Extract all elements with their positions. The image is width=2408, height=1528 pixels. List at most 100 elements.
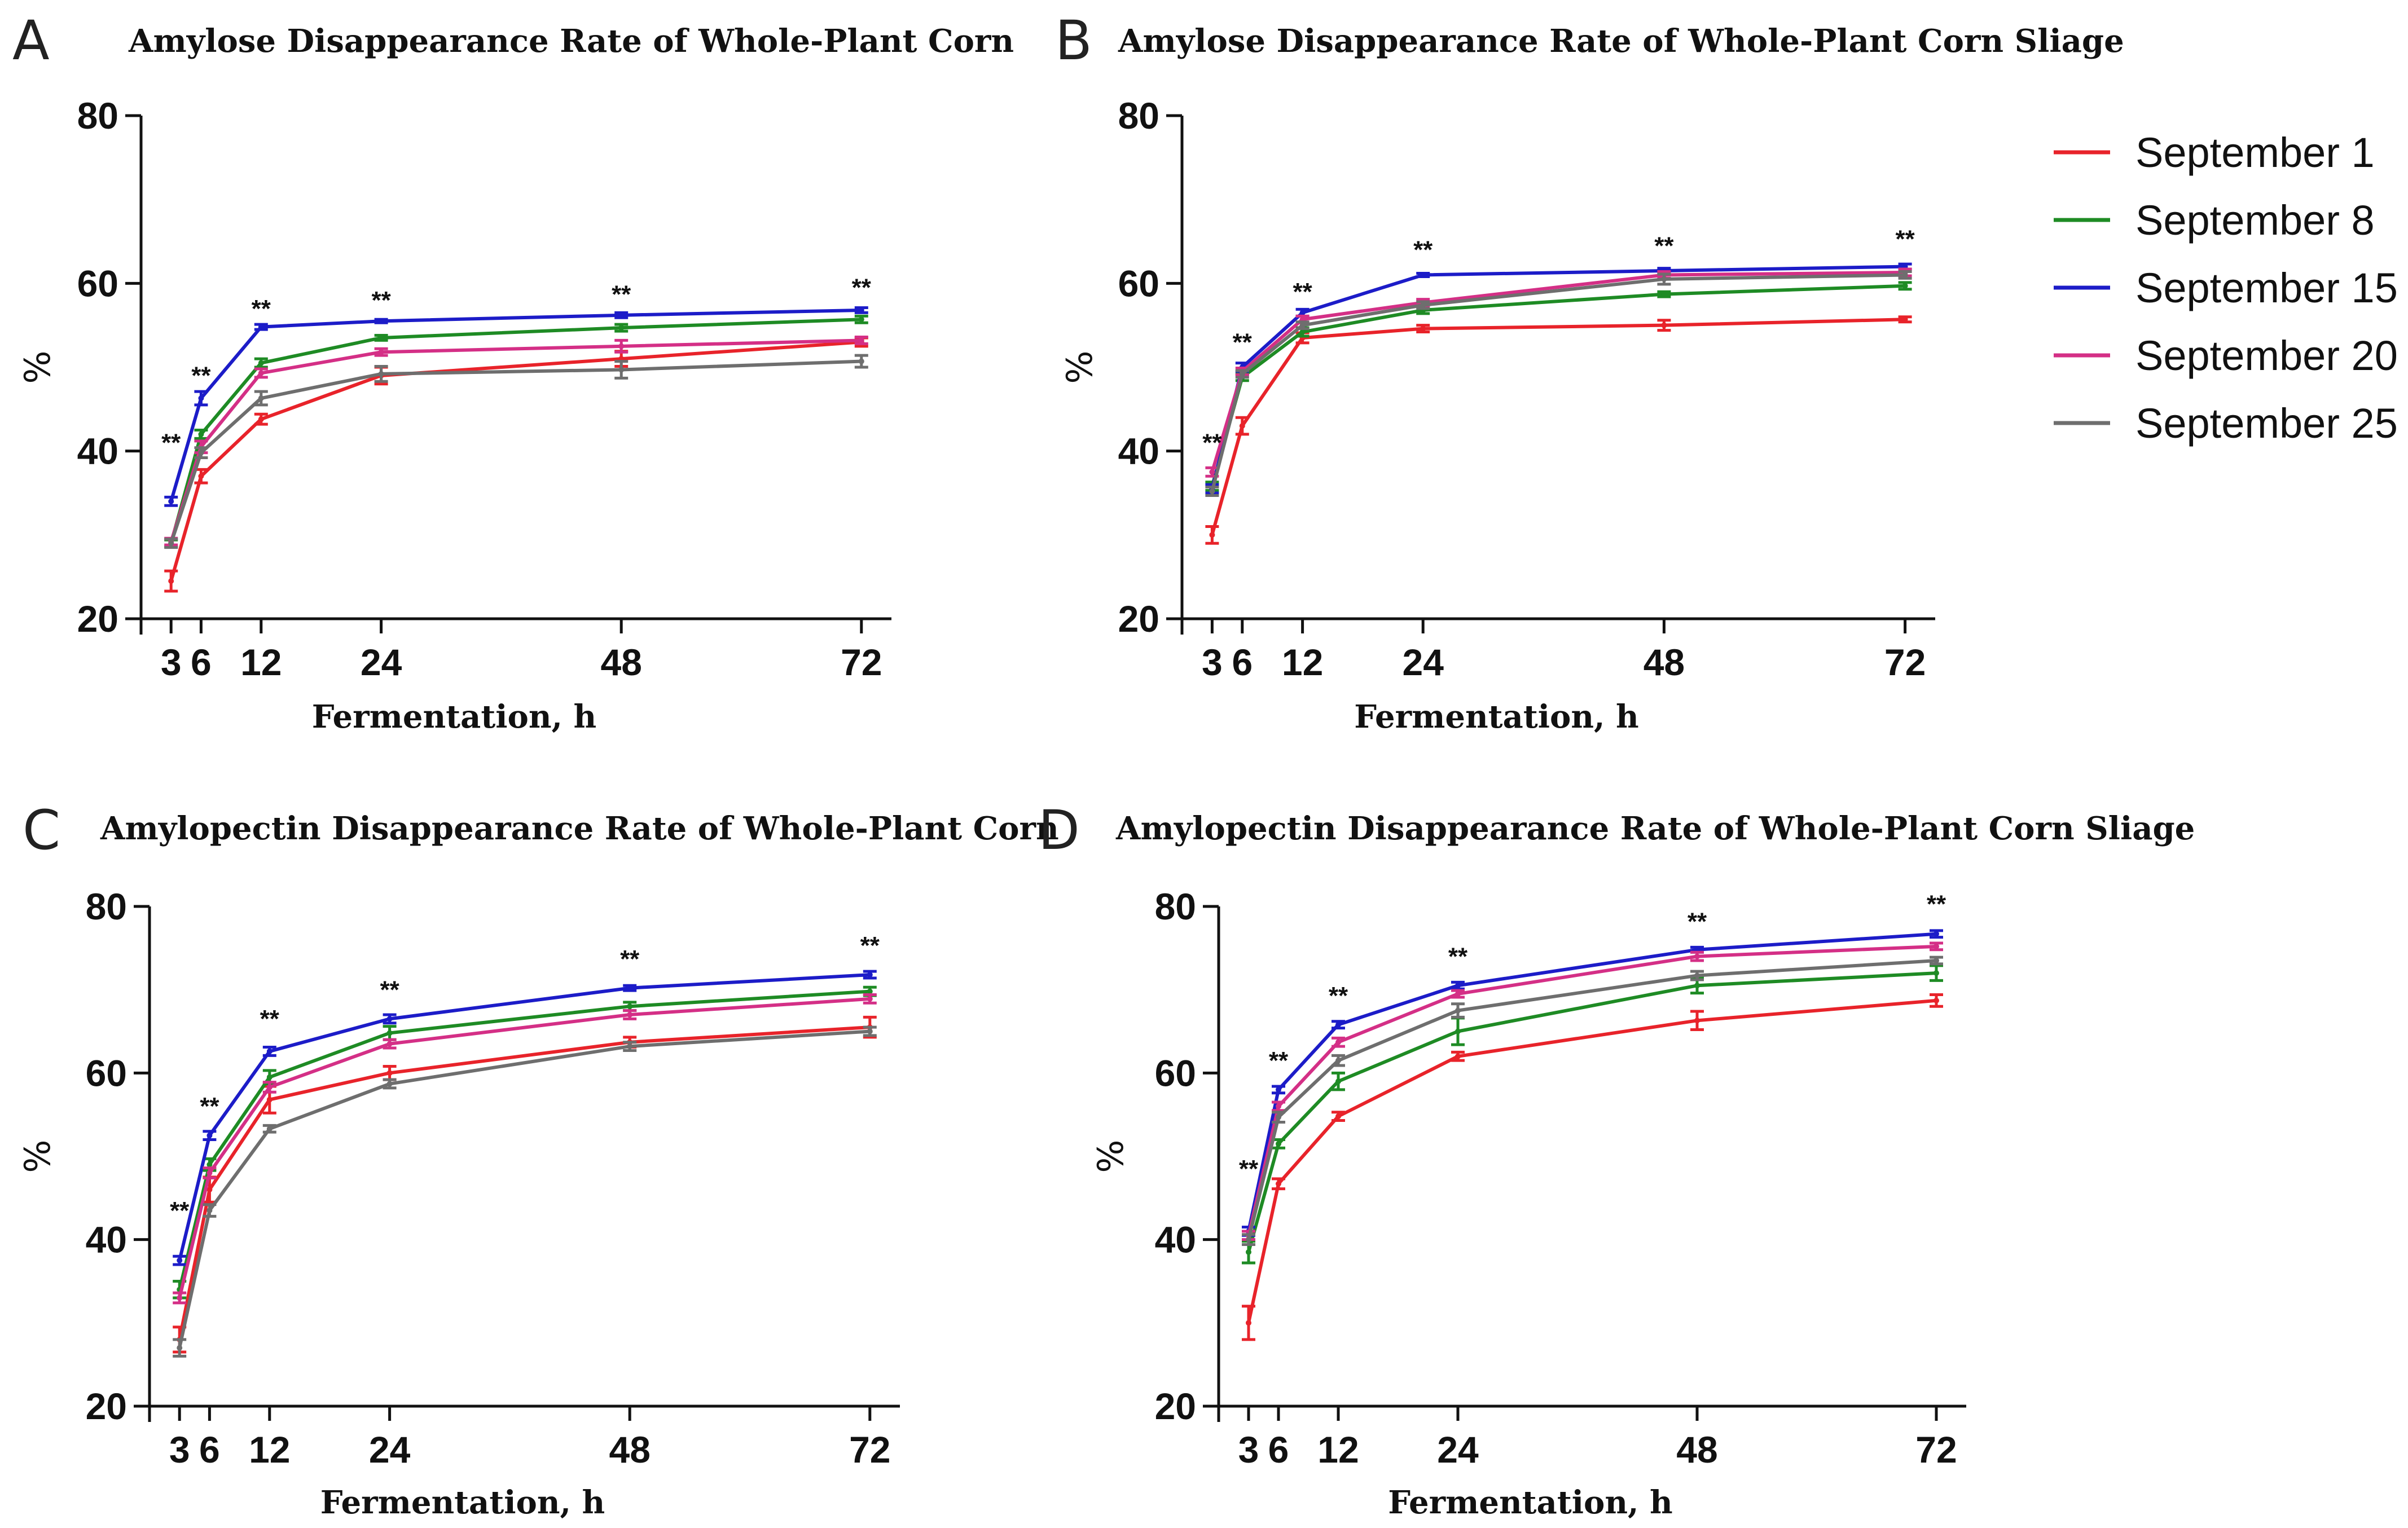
series-line <box>1247 998 1937 1323</box>
y-tick-label: 60 <box>1155 1052 1196 1094</box>
y-tick-label: 60 <box>1118 262 1159 304</box>
x-tick-label: 3 <box>161 641 182 683</box>
data-point <box>1276 1086 1281 1093</box>
y-tick-label: 20 <box>1118 598 1159 640</box>
series-line <box>178 1025 870 1340</box>
data-point <box>1661 291 1667 297</box>
series-september-15 <box>173 970 877 1266</box>
y-tick-label: 40 <box>77 430 118 472</box>
data-point <box>386 1041 393 1047</box>
series-line <box>1210 273 1905 492</box>
x-axis-title: Fermentation, h <box>1354 698 1639 736</box>
x-tick-label: 24 <box>361 641 402 683</box>
data-point <box>1209 532 1215 538</box>
data-point <box>1335 1021 1341 1028</box>
series-september-25 <box>1242 955 1943 1247</box>
x-axis-title: Fermentation, h <box>312 698 597 736</box>
significance-annotation: ** <box>620 945 640 973</box>
data-point <box>1902 316 1908 323</box>
y-tick-label: 40 <box>1118 430 1159 472</box>
data-point <box>1934 970 1939 976</box>
data-point <box>1455 1053 1461 1059</box>
data-point <box>168 498 174 504</box>
significance-annotation: ** <box>380 976 399 1003</box>
panels: A Amylose Disappearance Rate of Whole-Pla… <box>12 9 2195 1521</box>
x-tick-label: 6 <box>191 641 212 683</box>
data-point <box>1276 1103 1281 1109</box>
y-tick-label: 40 <box>86 1219 127 1261</box>
y-tick-label: 40 <box>1155 1219 1196 1261</box>
data-point <box>1246 1236 1251 1243</box>
data-point <box>1335 1113 1341 1120</box>
y-tick-label: 80 <box>1118 95 1159 136</box>
data-point <box>266 1084 273 1090</box>
series-line <box>178 997 870 1298</box>
x-tick-label: 6 <box>1232 641 1253 683</box>
x-tick-label: 12 <box>240 641 282 683</box>
significance-annotation: ** <box>161 429 181 457</box>
series-line <box>178 989 870 1290</box>
data-point <box>1239 423 1245 429</box>
data-point <box>1934 943 1939 949</box>
series-line <box>1247 971 1937 1253</box>
series-line <box>169 340 862 582</box>
panel-b: B Amylose Disappearance Rate of Whole-Pla… <box>1055 9 2124 736</box>
x-tick-label: 12 <box>1282 641 1323 683</box>
panel-title: Amylopectin Disappearance Rate of Whole-… <box>1115 810 2195 847</box>
data-point <box>198 473 204 479</box>
data-point <box>266 1097 273 1103</box>
data-point <box>1934 957 1939 963</box>
data-point <box>258 360 264 366</box>
data-point <box>266 1048 273 1054</box>
legend-label: September 15 <box>2135 265 2398 311</box>
x-tick-label: 48 <box>1676 1429 1717 1470</box>
data-point <box>258 395 264 402</box>
series-september-1 <box>173 1015 877 1354</box>
legend-label: September 8 <box>2135 197 2375 244</box>
x-axis-title: Fermentation, h <box>1388 1484 1673 1521</box>
data-point <box>386 1030 393 1036</box>
x-tick-label: 24 <box>369 1429 411 1470</box>
data-point <box>858 316 864 323</box>
x-tick-label: 48 <box>609 1429 650 1470</box>
panel-title: Amylose Disappearance Rate of Whole-Plan… <box>128 23 1014 60</box>
panel-a: A Amylose Disappearance Rate of Whole-Pla… <box>12 9 1014 736</box>
data-point <box>1694 1018 1700 1024</box>
significance-annotation: ** <box>371 287 391 314</box>
significance-annotation: ** <box>1233 328 1253 356</box>
data-point <box>1661 276 1667 282</box>
significance-annotation: ** <box>1202 429 1222 457</box>
y-tick-label: 80 <box>77 95 118 136</box>
legend-entry: September 25 <box>2054 400 2398 447</box>
significance-annotation: ** <box>1269 1047 1289 1075</box>
data-point <box>1335 1039 1341 1045</box>
series-september-1 <box>1205 315 1912 545</box>
panel-letter: D <box>1038 799 1080 862</box>
legend-label: September 1 <box>2135 129 2375 176</box>
legend-label: September 20 <box>2135 332 2398 379</box>
data-point <box>858 358 864 364</box>
data-point <box>1934 997 1939 1003</box>
data-point <box>627 1003 633 1010</box>
data-point <box>867 988 873 994</box>
x-tick-label: 3 <box>1202 641 1223 683</box>
data-point <box>618 343 625 349</box>
y-axis-title: % <box>17 1140 58 1173</box>
series-september-25 <box>164 354 868 549</box>
panel-d: D Amylopectin Disappearance Rate of Whole… <box>1038 799 2195 1521</box>
y-axis-title: % <box>17 351 58 384</box>
data-point <box>1661 322 1667 328</box>
legend-label: September 25 <box>2135 400 2398 447</box>
panel-title: Amylopectin Disappearance Rate of Whole-… <box>100 810 1059 847</box>
data-point <box>1299 329 1306 335</box>
data-point <box>1455 983 1461 989</box>
data-point <box>858 307 864 313</box>
y-axis-title: % <box>1059 351 1100 384</box>
data-point <box>867 972 873 978</box>
x-axis-title: Fermentation, h <box>320 1484 605 1521</box>
data-point <box>1902 283 1908 289</box>
series-line <box>169 308 862 502</box>
data-point <box>1455 1028 1461 1034</box>
series-september-25 <box>1205 270 1912 497</box>
